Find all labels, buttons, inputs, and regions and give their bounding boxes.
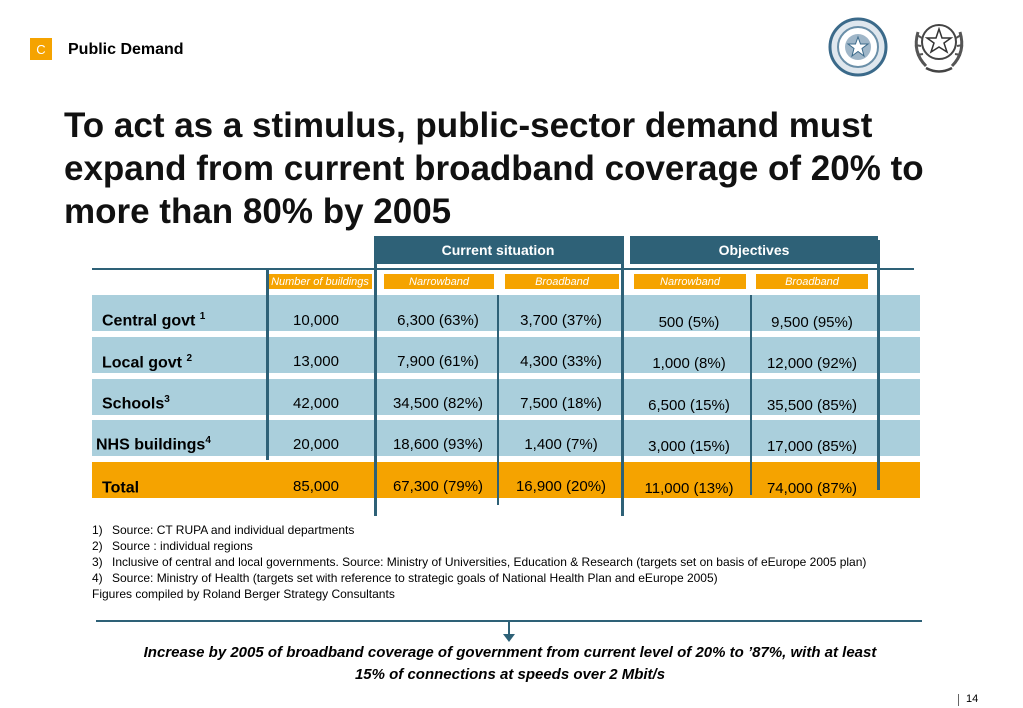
row-band-total — [92, 462, 920, 498]
cell-current-broadband: 3,700 (37%) — [520, 312, 602, 329]
conclusion-text: Increase by 2005 of broadband coverage o… — [143, 644, 877, 683]
group-header-current-situation: Current situation — [374, 236, 622, 264]
cell-buildings: 20,000 — [293, 436, 339, 453]
footnotes: 1) Source: CT RUPA and individual departm… — [92, 522, 922, 602]
cell-objective-narrowband: 11,000 (13%) — [644, 480, 734, 497]
column-divider — [266, 270, 269, 460]
italian-emblem-icon — [914, 24, 964, 73]
cell-objective-broadband: 9,500 (95%) — [771, 314, 853, 331]
section-badge: C — [30, 38, 52, 60]
cell-objective-narrowband: 1,000 (8%) — [652, 355, 726, 372]
row-label-central-govt: Central govt 1 — [102, 311, 206, 330]
column-divider — [374, 236, 377, 516]
compiled-by-note: Figures compiled by Roland Berger Strate… — [92, 587, 395, 601]
cell-buildings: 13,000 — [293, 353, 339, 370]
row-label-local-govt: Local govt 2 — [102, 353, 193, 372]
subheader-objective-narrowband: Narrowband — [634, 274, 746, 289]
cell-current-narrowband: 18,600 (93%) — [392, 436, 484, 453]
subheader-current-broadband: Broadband — [505, 274, 619, 289]
subheader-objective-broadband: Broadband — [756, 274, 868, 289]
cell-current-narrowband: 34,500 (82%) — [392, 395, 484, 412]
cell-current-narrowband: 67,300 (79%) — [392, 478, 484, 495]
column-divider — [877, 240, 880, 490]
page-number-divider — [958, 694, 959, 706]
row-band-local-govt — [92, 337, 920, 373]
italian-republic-emblem-icon — [828, 17, 888, 77]
cell-objective-narrowband: 500 (5%) — [658, 314, 720, 331]
cell-current-broadband: 16,900 (20%) — [515, 478, 607, 495]
cell-buildings: 42,000 — [293, 395, 339, 412]
arrow-down-icon — [503, 634, 515, 642]
column-divider — [497, 295, 499, 505]
subheader-number-of-buildings: Number of buildings — [268, 274, 372, 289]
cell-objective-broadband: 74,000 (87%) — [766, 480, 858, 497]
cell-current-broadband: 7,500 (18%) — [520, 395, 602, 412]
footnote: 1) Source: CT RUPA and individual departm… — [92, 523, 355, 537]
row-label-total: Total — [102, 479, 140, 497]
cell-current-narrowband: 6,300 (63%) — [397, 312, 479, 329]
table-top-rule — [92, 268, 914, 270]
cell-objective-broadband: 17,000 (85%) — [766, 438, 858, 455]
row-band-schools — [92, 379, 920, 415]
row-band-nhs-buildings — [92, 420, 920, 456]
group-header-objectives: Objectives — [630, 236, 878, 264]
row-label-nhs-buildings: NHS buildings4 — [96, 435, 211, 454]
subheader-current-narrowband: Narrowband — [384, 274, 494, 289]
cell-buildings: 10,000 — [293, 312, 339, 329]
footnote: 4) Source: Ministry of Health (targets se… — [92, 571, 718, 585]
cell-objective-narrowband: 6,500 (15%) — [648, 397, 730, 414]
cell-objective-broadband: 35,500 (85%) — [766, 397, 858, 414]
cell-current-broadband: 4,300 (33%) — [520, 353, 602, 370]
section-title: Public Demand — [68, 41, 184, 58]
footnote: 3) Inclusive of central and local governm… — [92, 555, 867, 569]
row-label-schools: Schools3 — [102, 394, 170, 413]
column-divider — [750, 295, 752, 495]
cell-current-narrowband: 7,900 (61%) — [397, 353, 479, 370]
arrow-stem — [508, 622, 510, 636]
conclusion-rule — [96, 620, 922, 622]
cell-current-broadband: 1,400 (7%) — [524, 436, 598, 453]
cell-objective-broadband: 12,000 (92%) — [766, 355, 858, 372]
footnote: 2) Source : individual regions — [92, 539, 253, 553]
page-number: 14 — [966, 693, 979, 705]
cell-objective-narrowband: 3,000 (15%) — [648, 438, 730, 455]
row-band-central-govt — [92, 295, 920, 331]
headline: To act as a stimulus, public-sector dema… — [64, 106, 924, 231]
cell-buildings: 85,000 — [293, 478, 339, 495]
column-divider — [621, 236, 624, 516]
